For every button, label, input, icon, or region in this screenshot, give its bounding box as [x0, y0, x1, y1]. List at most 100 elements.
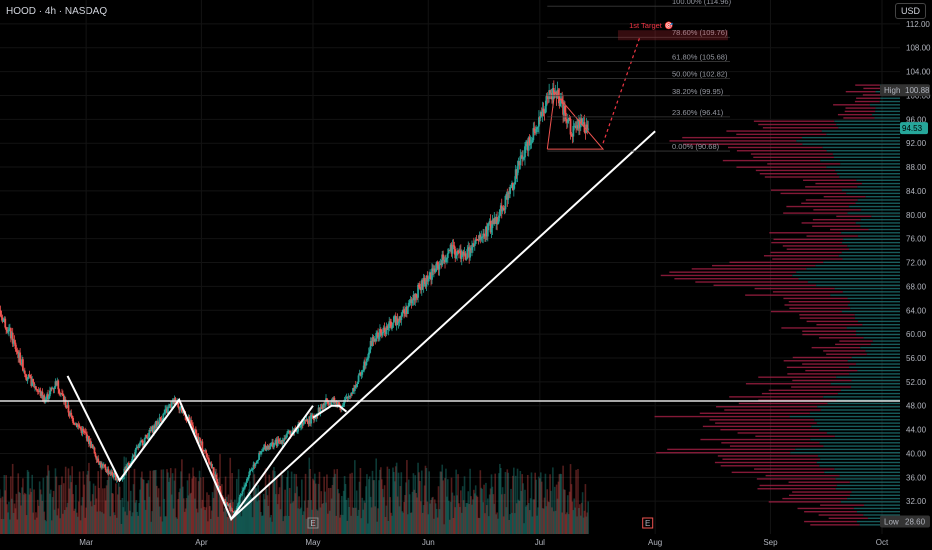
candle-body	[390, 321, 392, 329]
volume-bar	[17, 473, 20, 534]
volume-bar	[103, 488, 106, 534]
candle-body	[342, 403, 345, 406]
volume-bar	[250, 497, 253, 534]
volume-bar	[208, 494, 210, 534]
volume-bar	[113, 512, 115, 534]
volume-bar	[138, 502, 140, 534]
candle-body	[479, 234, 482, 240]
volume-profile-bar	[810, 524, 860, 526]
volume-profile-bar	[855, 84, 880, 86]
candle-body	[265, 446, 268, 451]
volume-bar	[480, 487, 483, 534]
volume-profile-bar	[729, 445, 824, 447]
candle-body	[106, 469, 109, 473]
volume-profile-bar	[841, 189, 900, 191]
volume-bar	[513, 513, 516, 534]
volume-bar	[223, 508, 226, 534]
candle-body	[346, 396, 349, 398]
currency-button[interactable]: USD	[894, 3, 926, 19]
volume-profile-bar	[836, 399, 900, 401]
candle-body	[578, 119, 581, 128]
candle-body	[101, 464, 104, 466]
candle-body	[153, 425, 155, 433]
candle-body	[42, 395, 45, 399]
candle-body	[374, 338, 377, 342]
volume-profile-bar	[856, 97, 881, 99]
volume-bar	[565, 514, 567, 534]
volume-bar	[559, 473, 562, 534]
volume-profile-bar	[846, 192, 900, 195]
volume-bar	[72, 494, 74, 534]
volume-profile-bar	[830, 383, 900, 385]
volume-profile-bar	[816, 461, 900, 464]
candle-body	[4, 318, 7, 328]
volume-bar	[332, 477, 335, 534]
volume-profile-bar	[832, 153, 900, 155]
volume-bar	[0, 519, 3, 534]
volume-bar	[60, 484, 62, 534]
volume-bar	[112, 493, 114, 534]
volume-profile-bar	[736, 150, 827, 152]
volume-bar	[61, 476, 63, 534]
volume-bar	[48, 470, 50, 534]
candle-body	[366, 358, 368, 362]
volume-bar	[353, 507, 355, 534]
volume-bar	[487, 516, 490, 534]
volume-bar	[3, 475, 6, 534]
candle-body	[102, 464, 105, 466]
candle-body	[384, 331, 387, 335]
volume-bar	[391, 515, 393, 534]
candle-body	[450, 244, 453, 254]
volume-bar	[254, 487, 257, 534]
candle-body	[493, 217, 496, 225]
high-badge	[880, 84, 930, 97]
volume-bar	[500, 468, 502, 534]
candle-body	[382, 327, 385, 332]
candle-body	[371, 337, 374, 346]
candle-body	[394, 316, 397, 326]
candle-body	[215, 474, 218, 480]
volume-bar	[488, 494, 491, 534]
volume-bar	[424, 465, 427, 534]
candle-body	[144, 434, 147, 439]
volume-bar	[77, 501, 80, 534]
fib-label: 50.00% (102.82)	[672, 70, 728, 79]
candle-body	[511, 183, 513, 188]
volume-bar	[156, 497, 159, 534]
volume-profile-bar	[682, 136, 802, 139]
volume-profile-bar	[683, 143, 803, 145]
volume-bar	[314, 473, 316, 534]
candle-body	[485, 226, 488, 237]
volume-bar	[363, 500, 365, 534]
candle-body	[130, 461, 133, 464]
volume-profile-bar	[842, 258, 900, 260]
volume-bar	[435, 508, 438, 534]
volume-bar	[387, 520, 390, 534]
volume-bar	[116, 494, 119, 534]
candle-body	[75, 423, 78, 427]
volume-profile-bar	[713, 284, 817, 286]
volume-profile-bar	[863, 514, 900, 516]
volume-bar	[541, 508, 544, 534]
volume-bar	[265, 488, 268, 534]
candle-body	[50, 388, 53, 390]
candle-body	[332, 397, 335, 403]
volume-profile-bar	[804, 511, 857, 513]
candle-body	[334, 401, 337, 404]
volume-profile-bar	[654, 415, 790, 418]
volume-profile-bar	[806, 268, 900, 270]
candle-body	[190, 420, 193, 424]
volume-profile-bar	[806, 235, 858, 237]
candle-body	[474, 239, 477, 244]
volume-bar	[314, 483, 317, 534]
volume-bar	[281, 474, 284, 534]
volume-bar	[217, 516, 219, 534]
high-value: 100.88	[905, 86, 930, 95]
x-tick-label: Oct	[876, 538, 889, 547]
volume-bar	[92, 483, 95, 534]
volume-bar	[515, 503, 518, 534]
candle-body	[98, 462, 101, 465]
volume-profile-bar	[771, 241, 843, 244]
volume-bar	[126, 515, 128, 534]
